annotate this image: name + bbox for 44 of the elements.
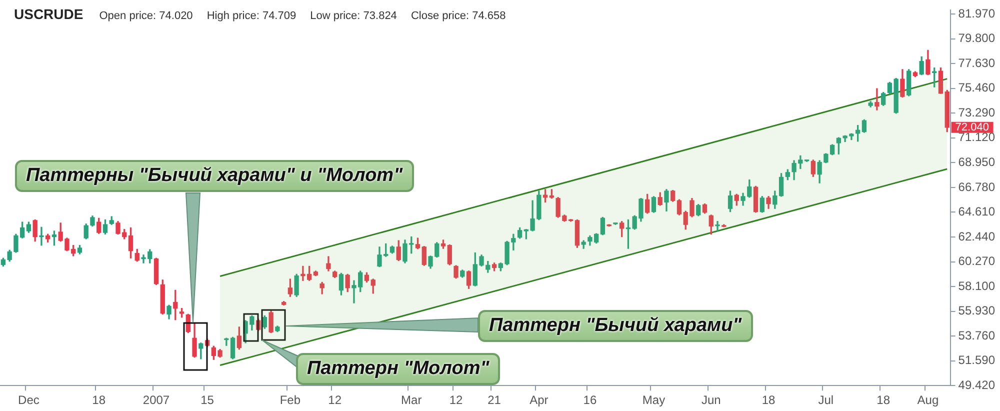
candlestick	[581, 240, 586, 249]
x-tick-label: Aug	[917, 393, 939, 408]
x-tick-label: 12	[449, 393, 464, 408]
x-tick-label: 21	[488, 393, 502, 408]
candlestick	[39, 226, 44, 246]
annotation: Low price: 73.824	[310, 10, 397, 22]
chart-title: USCRUDE	[14, 6, 84, 22]
y-tick-label: 49.420	[958, 378, 996, 392]
y-tick-label: 60.270	[958, 254, 996, 268]
x-tick-label: May	[642, 393, 666, 408]
x-tick-label: Jul	[818, 393, 834, 408]
y-tick-label: 68.950	[958, 155, 996, 169]
x-tick-label: Mar	[401, 393, 422, 408]
annotation: Паттерн "Бычий харами"	[478, 310, 753, 342]
y-tick-label: 55.930	[958, 304, 996, 318]
annotation: Close price: 74.658	[410, 10, 506, 22]
x-tick-label: 18	[876, 393, 890, 408]
y-tick-label: 81.970	[958, 6, 996, 20]
y-tick-label: 77.630	[958, 56, 996, 70]
x-tick-label: 2007	[142, 393, 170, 408]
x-tick-label: Apr	[530, 393, 548, 408]
y-tick-label: 58.100	[958, 278, 996, 293]
y-tick-label: 51.590	[958, 353, 996, 368]
y-tick-label: 73.290	[958, 105, 996, 120]
x-tick-label: 15	[200, 393, 214, 408]
y-tick-label: 66.780	[958, 180, 996, 194]
x-tick-label: 12	[328, 393, 342, 408]
annotation: Паттерн "Молот"	[296, 353, 500, 385]
y-tick-label: 79.800	[958, 31, 996, 46]
annotation: Паттерны "Бычий харами" и "Молот"	[15, 160, 414, 192]
x-tick-label: 18	[762, 393, 776, 408]
x-tick-label: 18	[92, 393, 106, 408]
x-tick-label: Jun	[701, 393, 721, 408]
y-tick-label: 64.610	[958, 204, 996, 219]
x-tick-label: Feb	[280, 393, 301, 408]
y-tick-label: 62.440	[958, 229, 996, 244]
annotation: High price: 74.709	[206, 10, 296, 22]
annotation: Open price: 74.020	[99, 10, 193, 22]
candlestick	[874, 88, 880, 110]
x-tick-label: Dec	[18, 393, 40, 408]
candlestick	[715, 221, 720, 232]
y-tick-label: 53.760	[958, 328, 996, 342]
y-tick-label: 75.460	[958, 80, 996, 95]
x-tick-label: 16	[583, 393, 597, 408]
